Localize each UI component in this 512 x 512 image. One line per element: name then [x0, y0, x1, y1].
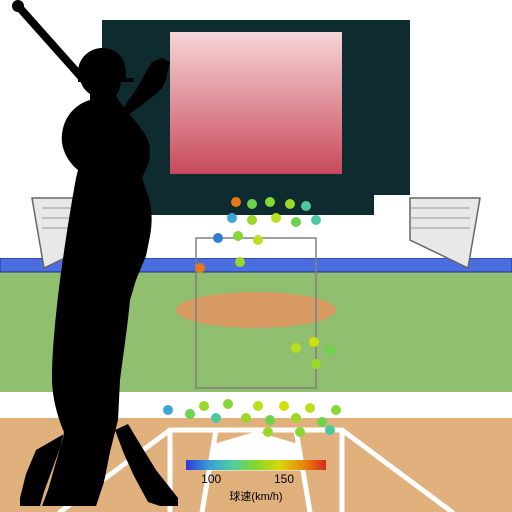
pitch-point — [195, 263, 205, 273]
pitch-point — [247, 215, 257, 225]
pitch-point — [305, 403, 315, 413]
pitch-point — [301, 201, 311, 211]
pitch-point — [247, 199, 257, 209]
colorbar-tick: 100 — [201, 472, 221, 486]
pitch-point — [185, 409, 195, 419]
pitch-point — [235, 257, 245, 267]
pitch-point — [163, 405, 173, 415]
pitch-point — [291, 343, 301, 353]
pitch-point — [325, 425, 335, 435]
pitch-point — [265, 197, 275, 207]
pitch-point — [271, 213, 281, 223]
pitch-point — [199, 401, 209, 411]
pitch-point — [285, 199, 295, 209]
pitch-point — [279, 401, 289, 411]
pitch-point — [241, 413, 251, 423]
pitch-point — [233, 231, 243, 241]
colorbar-label: 球速(km/h) — [229, 488, 282, 504]
colorbar-tick: 150 — [274, 472, 294, 486]
pitch-point — [253, 401, 263, 411]
pitch-point — [213, 233, 223, 243]
pitch-point — [325, 345, 335, 355]
pitch-point — [265, 415, 275, 425]
pitch-point — [309, 337, 319, 347]
pitch-point — [253, 235, 263, 245]
pitch-point — [331, 405, 341, 415]
pitch-point — [227, 213, 237, 223]
pitch-point — [291, 217, 301, 227]
pitch-point — [263, 427, 273, 437]
pitch-point — [311, 359, 321, 369]
pitch-point — [211, 413, 221, 423]
pitch-point — [291, 413, 301, 423]
pitch-point — [311, 215, 321, 225]
pitch-point — [295, 427, 305, 437]
pitch-point — [231, 197, 241, 207]
colorbar-gradient — [186, 460, 326, 470]
pitch-point — [223, 399, 233, 409]
pitch-chart — [0, 0, 512, 512]
